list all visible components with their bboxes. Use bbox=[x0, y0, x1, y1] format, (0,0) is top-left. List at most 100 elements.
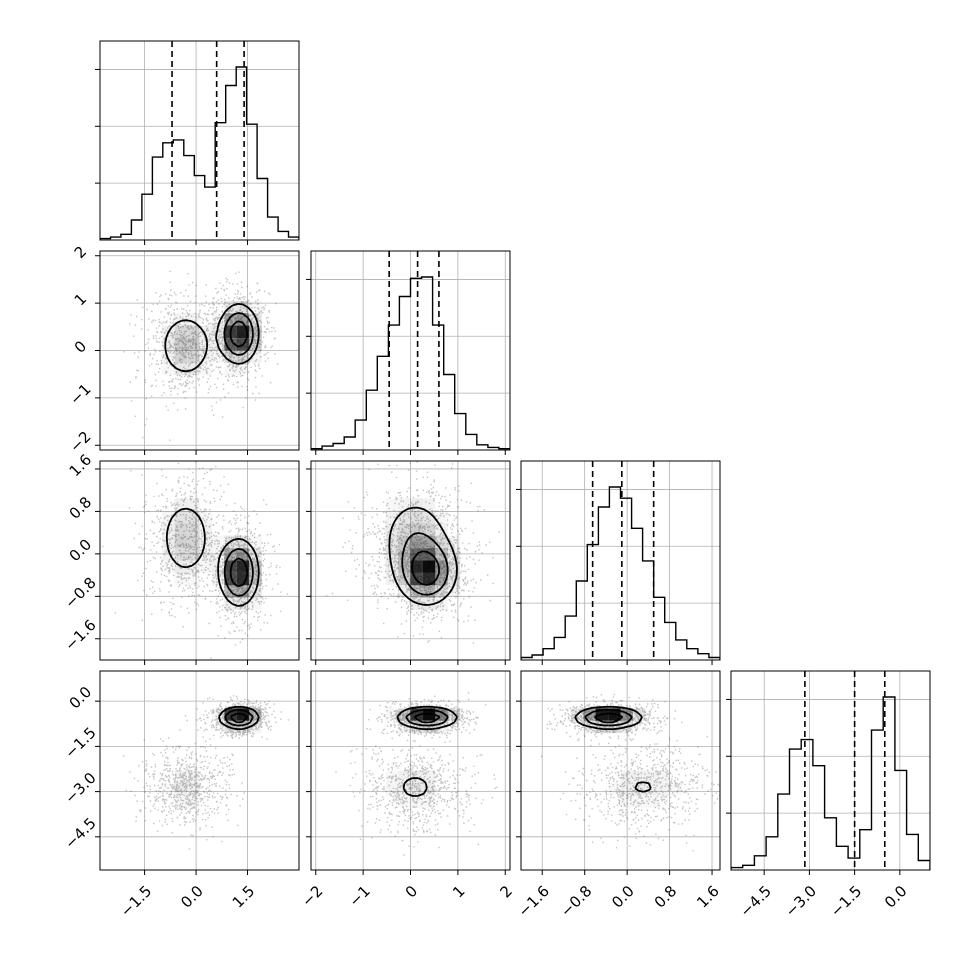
x-tick-label: 1.6 bbox=[693, 882, 723, 912]
density-cell bbox=[447, 585, 461, 598]
density-cell bbox=[187, 560, 200, 573]
density-cell bbox=[385, 535, 398, 548]
density-cell bbox=[175, 795, 187, 807]
x-tick-label: −1.6 bbox=[514, 882, 552, 920]
density-cell bbox=[386, 771, 398, 783]
density-cell bbox=[620, 770, 633, 783]
panel-frame bbox=[99, 670, 300, 871]
y-tick-label: −1 bbox=[66, 380, 94, 408]
contour-line bbox=[223, 312, 254, 356]
density-cell bbox=[398, 510, 411, 524]
y-tick-label: −1.5 bbox=[61, 724, 99, 762]
y-tick-label: −1.6 bbox=[61, 616, 99, 654]
density-cell bbox=[162, 783, 174, 795]
contour-line bbox=[165, 507, 260, 607]
density-cell bbox=[435, 597, 448, 611]
density-cell bbox=[633, 795, 645, 807]
y-tick-label: 0.8 bbox=[66, 493, 96, 523]
density-cell bbox=[162, 338, 175, 351]
x-tick-label: −4.5 bbox=[736, 882, 774, 920]
y-tick-label: 1 bbox=[71, 290, 90, 309]
contour-line bbox=[413, 712, 441, 724]
contour-line bbox=[224, 708, 254, 727]
density-cell bbox=[211, 548, 225, 561]
x-tick-label: 0.0 bbox=[608, 882, 638, 912]
density-cell bbox=[200, 363, 212, 375]
density-cell bbox=[187, 350, 200, 363]
density-cell bbox=[187, 523, 200, 536]
density-cell bbox=[174, 510, 187, 524]
density-cell bbox=[410, 782, 423, 796]
density-cell bbox=[657, 770, 671, 783]
y-tick-label: 2 bbox=[71, 242, 90, 261]
scatter-points bbox=[123, 695, 290, 850]
density-cell bbox=[236, 350, 250, 363]
contour-line bbox=[411, 550, 440, 586]
density-cell bbox=[211, 708, 225, 721]
contour-line bbox=[229, 557, 249, 588]
histogram-panel-2 bbox=[516, 460, 721, 665]
density-cell bbox=[187, 782, 200, 796]
y-tick-label: 0.0 bbox=[66, 536, 96, 566]
density-cell bbox=[398, 585, 411, 598]
density-panel-3-0: −1.5 0.0 1.5 −4.5 −3.0 −1.5 0.0 bbox=[61, 670, 300, 921]
density-cell bbox=[187, 573, 199, 585]
density-cell bbox=[162, 350, 175, 363]
density-cell bbox=[174, 523, 187, 536]
density-cell bbox=[236, 585, 250, 598]
panel-contents bbox=[311, 251, 510, 450]
density-cell bbox=[386, 498, 398, 510]
x-tick-label: −1.5 bbox=[827, 882, 865, 920]
density-cell bbox=[621, 795, 633, 807]
density-cell bbox=[422, 770, 436, 783]
x-tick-label: 0.0 bbox=[881, 882, 911, 912]
density-cell bbox=[187, 313, 200, 326]
panel-frame bbox=[730, 670, 931, 871]
contour-line bbox=[396, 705, 458, 797]
density-cell bbox=[187, 535, 200, 548]
panel-contents bbox=[100, 671, 299, 870]
x-tick-label: −3.0 bbox=[782, 882, 820, 920]
density-cell bbox=[410, 535, 423, 548]
density-cell bbox=[249, 720, 262, 734]
contour-line bbox=[223, 547, 254, 597]
scatter-points bbox=[335, 692, 498, 856]
density-cell bbox=[410, 770, 423, 783]
density-cell bbox=[249, 350, 262, 363]
density-cell bbox=[410, 795, 423, 808]
panel-frame bbox=[520, 670, 721, 871]
density-cell bbox=[187, 325, 200, 338]
density-cell bbox=[212, 536, 224, 548]
contour-line bbox=[229, 320, 249, 348]
density-cell bbox=[398, 770, 411, 783]
density-cell bbox=[174, 362, 187, 376]
density-cell bbox=[385, 782, 398, 796]
scatter-points bbox=[123, 270, 279, 441]
density-cell bbox=[187, 795, 199, 807]
histogram-panel-3: −4.5 −3.0 −1.5 0.0 bbox=[726, 670, 931, 921]
density-cell bbox=[174, 548, 187, 561]
density-cell bbox=[211, 325, 225, 338]
density-cell bbox=[422, 523, 436, 536]
density-cell bbox=[398, 560, 411, 573]
density-cell bbox=[187, 498, 200, 511]
density-cell bbox=[162, 535, 175, 548]
panel-frame bbox=[99, 40, 300, 241]
density-cell bbox=[657, 782, 671, 796]
density-cell bbox=[174, 770, 187, 783]
density-cell bbox=[237, 363, 249, 375]
density-cell bbox=[422, 510, 436, 524]
density-cell bbox=[447, 560, 461, 573]
panel-contents bbox=[100, 251, 299, 450]
density-panel-2-0: −1.6 −0.8 0.0 0.8 1.6 bbox=[61, 451, 300, 665]
x-tick-label: 0.0 bbox=[177, 882, 207, 912]
density-cell bbox=[620, 782, 633, 796]
y-tick-label: −3.0 bbox=[61, 769, 99, 807]
density-cell bbox=[199, 325, 212, 338]
panel-contents bbox=[521, 671, 720, 870]
density-cell bbox=[187, 338, 200, 351]
density-panel-3-1: −2 −1 0 1 2 bbox=[298, 670, 516, 910]
density-cell bbox=[174, 782, 187, 796]
density-cell bbox=[174, 535, 187, 548]
